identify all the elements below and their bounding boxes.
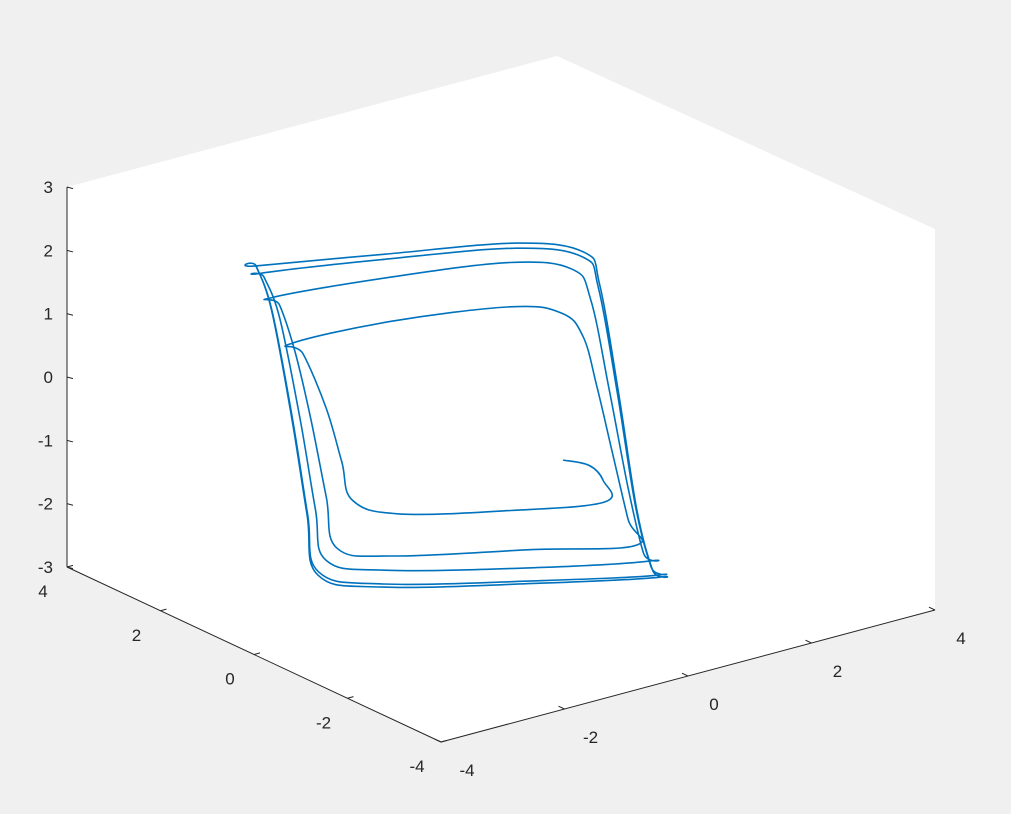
- z-tick-label: -1: [38, 431, 53, 450]
- z-tick-mark: [66, 566, 74, 570]
- axes-background: [67, 56, 935, 742]
- y-tick-mark: [440, 739, 448, 743]
- x-tick-label: 4: [956, 629, 965, 648]
- z-tick-mark: [66, 313, 74, 316]
- z-axis-ticks: -3 -2 -1 0 1 2 3: [38, 178, 74, 577]
- x-axis-ticks: -4 -2 0 2 4: [434, 606, 966, 780]
- y-tick-label: -4: [409, 757, 424, 776]
- x-tick-label: -4: [459, 761, 474, 780]
- z-tick-label: 3: [44, 178, 53, 197]
- z-tick-label: 0: [44, 368, 53, 387]
- z-tick-mark: [66, 503, 74, 506]
- x-tick-mark: [681, 672, 689, 677]
- series-layer: [244, 242, 669, 589]
- y-tick-mark: [160, 608, 167, 612]
- y-tick-mark: [66, 564, 74, 568]
- x-tick-label: 2: [833, 662, 842, 681]
- y-tick-mark: [253, 652, 261, 655]
- z-tick-mark: [66, 376, 74, 380]
- y-axis-ticks: -4 -2 0 2 4: [38, 564, 448, 776]
- x-tick-mark: [928, 606, 936, 611]
- series-trajectory-line: [244, 242, 669, 589]
- x-tick-mark: [805, 639, 812, 644]
- x-tick-mark: [558, 705, 565, 710]
- z-tick-label: -3: [38, 558, 53, 577]
- y-tick-mark: [347, 696, 354, 699]
- y-tick-label: 2: [132, 626, 141, 645]
- y-tick-label: 0: [225, 670, 234, 689]
- z-tick-mark: [66, 249, 74, 253]
- x-tick-label: 0: [709, 695, 718, 714]
- x-tick-label: -2: [583, 728, 598, 747]
- z-tick-label: 1: [44, 305, 53, 324]
- z-tick-mark: [66, 439, 74, 443]
- z-tick-label: -2: [38, 495, 53, 514]
- z-tick-label: 2: [44, 241, 53, 260]
- y-tick-label: -2: [316, 713, 331, 732]
- z-tick-mark: [66, 186, 74, 190]
- y-tick-label: 4: [38, 582, 47, 601]
- x-tick-mark: [434, 738, 442, 743]
